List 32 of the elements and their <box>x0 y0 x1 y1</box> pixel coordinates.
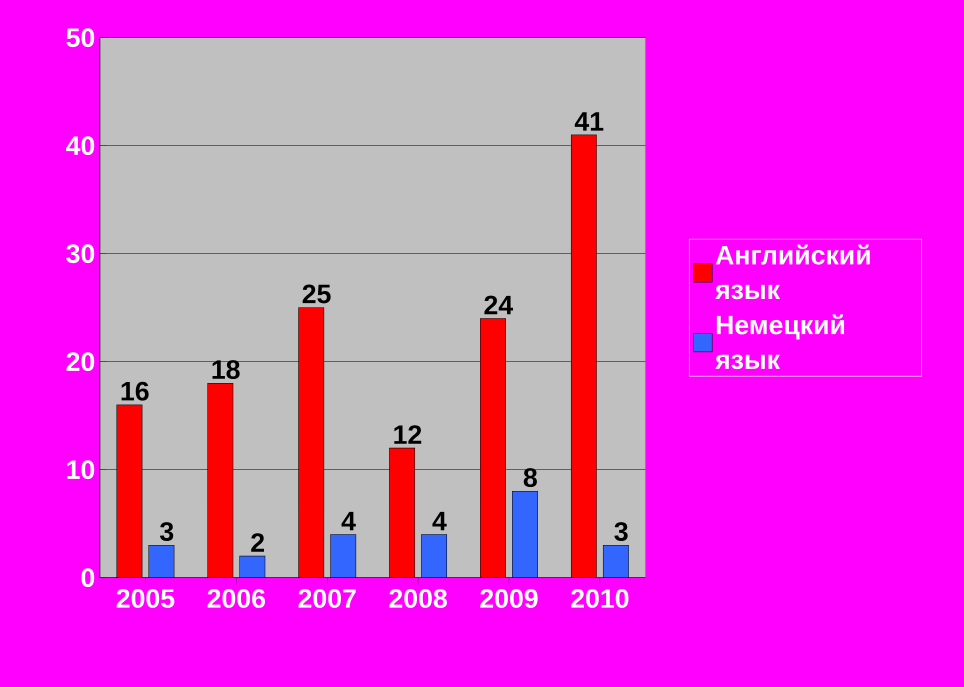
data-label: 18 <box>212 360 240 379</box>
bar <box>148 544 174 578</box>
data-label: 2 <box>251 533 264 552</box>
legend-label: Английский язык <box>715 244 870 300</box>
data-label: 3 <box>614 522 628 541</box>
x-tick-label: 2005 <box>116 589 174 608</box>
data-label: 16 <box>122 382 149 401</box>
legend-label: Немецкий язык <box>715 314 844 370</box>
bar <box>602 544 629 578</box>
x-tick-label: 2008 <box>389 589 447 608</box>
data-label: 4 <box>342 512 356 530</box>
data-label: 8 <box>524 468 537 487</box>
data-label: 24 <box>484 296 514 314</box>
y-tick-label: 10 <box>67 460 94 480</box>
y-tick-label: 0 <box>82 568 94 588</box>
data-label: 3 <box>160 522 174 541</box>
x-tick-label: 2006 <box>208 589 266 608</box>
x-tick-label: 2009 <box>480 589 538 608</box>
bar <box>512 491 538 578</box>
x-tick-label: 2007 <box>298 589 356 608</box>
bar <box>239 556 266 578</box>
y-tick-label: 40 <box>66 136 94 156</box>
y-tick-label: 30 <box>66 244 94 264</box>
bar <box>421 534 448 578</box>
data-label: 41 <box>574 112 604 131</box>
y-tick-label: 20 <box>66 352 94 372</box>
data-label: 4 <box>432 512 447 530</box>
data-label: 25 <box>302 284 331 304</box>
bar <box>330 534 356 578</box>
data-label: 12 <box>394 425 422 444</box>
x-tick-label: 2010 <box>571 589 628 608</box>
y-tick-label: 50 <box>66 28 94 48</box>
